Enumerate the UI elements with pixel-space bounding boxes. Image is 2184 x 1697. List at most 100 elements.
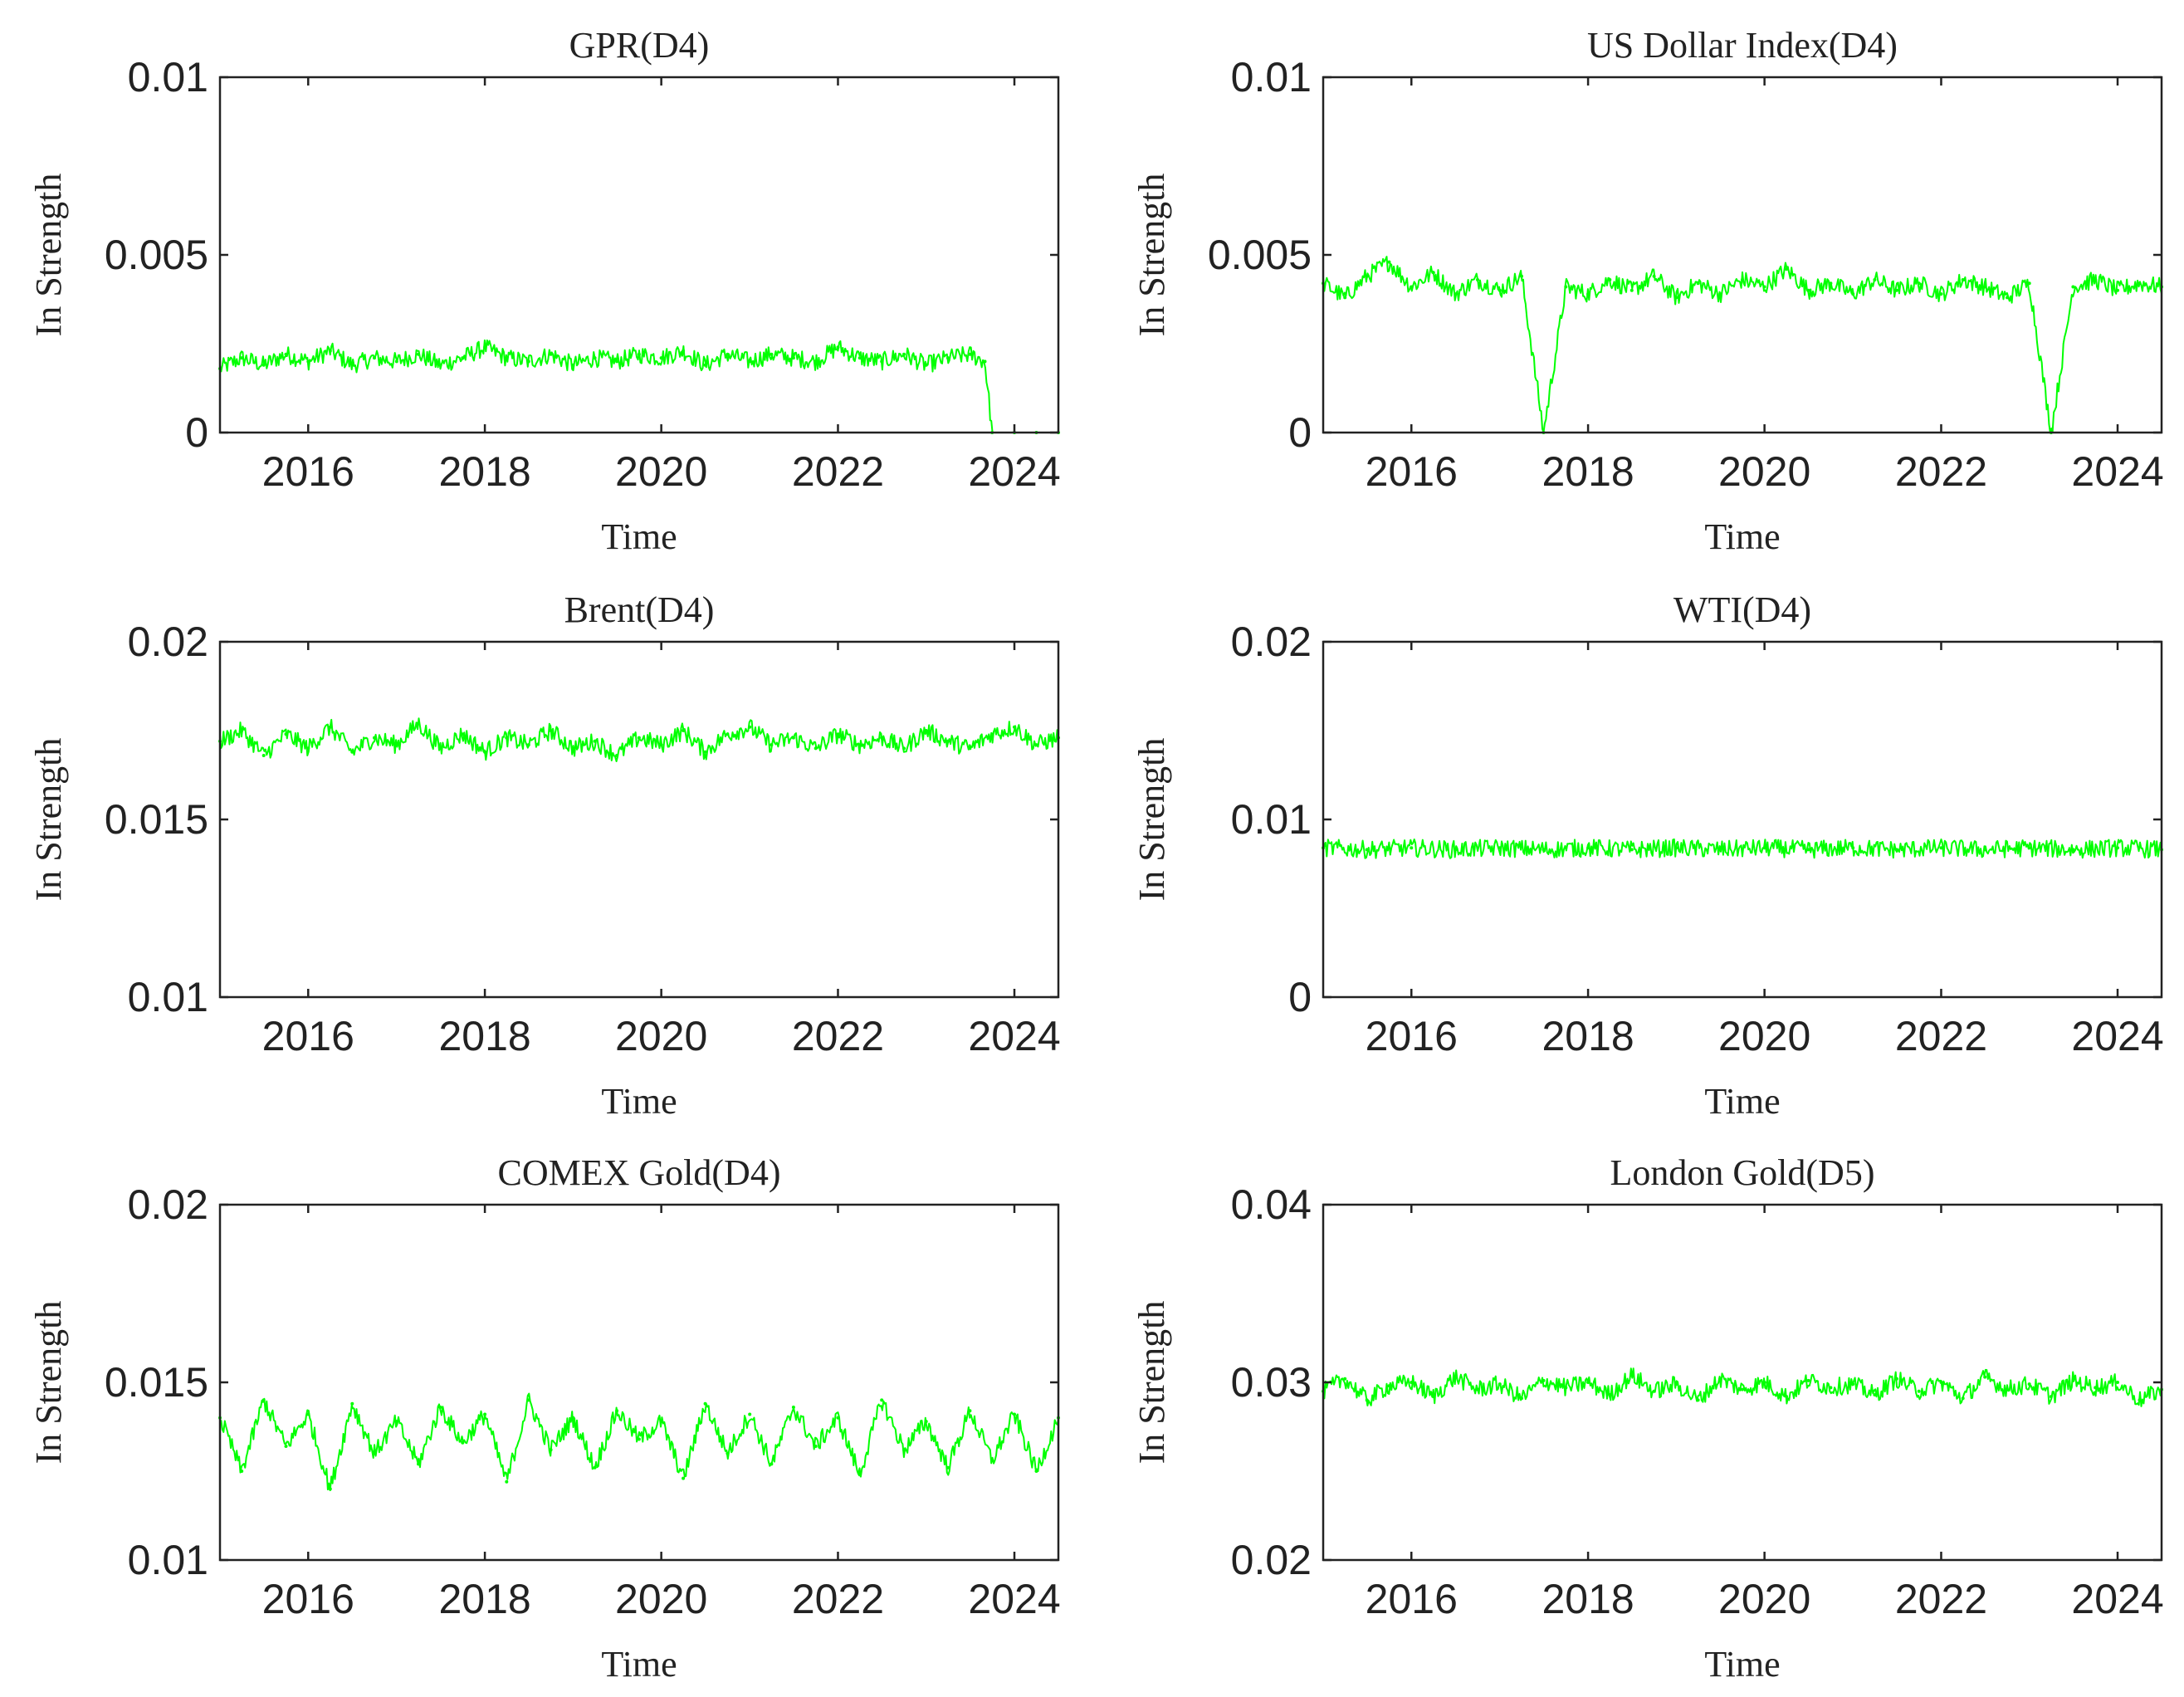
data-point — [1520, 274, 1523, 278]
data-point — [659, 1420, 663, 1424]
y-tick-label: 0.02 — [1231, 1537, 1312, 1583]
data-point — [1542, 1378, 1546, 1382]
data-point — [814, 1445, 818, 1448]
y-tick-label: 0.005 — [1208, 232, 1312, 278]
data-point — [1629, 848, 1634, 852]
x-tick-label: 2016 — [1366, 448, 1458, 495]
series-line — [219, 339, 1058, 433]
x-axis-label: Time — [601, 1644, 677, 1685]
data-point — [373, 356, 376, 360]
data-point — [836, 1416, 840, 1420]
data-point — [328, 1487, 332, 1491]
x-tick-label: 2020 — [615, 448, 707, 495]
data-point — [1939, 1381, 1943, 1384]
y-axis-label: In Strength — [1131, 174, 1172, 337]
data-point — [1785, 267, 1789, 271]
data-point — [284, 1445, 288, 1448]
data-point — [791, 736, 795, 740]
data-point — [2094, 278, 2098, 281]
data-point — [1365, 1398, 1369, 1402]
data-point — [2027, 846, 2031, 850]
data-point — [438, 1406, 442, 1409]
data-point — [791, 356, 795, 360]
data-point — [1387, 260, 1391, 264]
plot-frame — [1322, 76, 2163, 434]
panel-title: London Gold(D5) — [1610, 1152, 1875, 1193]
data-point — [1696, 281, 1700, 286]
x-tick-label: 2024 — [2071, 1576, 2163, 1622]
data-point — [306, 359, 310, 364]
data-point — [1894, 288, 1898, 292]
data-point — [2071, 848, 2075, 852]
data-point — [505, 736, 509, 740]
x-tick-label: 2024 — [968, 1576, 1060, 1622]
data-point — [968, 1409, 972, 1413]
y-tick-label: 0 — [1288, 409, 1312, 456]
x-tick-label: 2016 — [1366, 1576, 1458, 1622]
panel-title: GPR(D4) — [569, 25, 710, 66]
series-line — [1322, 1367, 2162, 1407]
data-point — [571, 1416, 575, 1420]
data-point — [857, 356, 862, 360]
y-tick-label: 0.015 — [105, 1359, 208, 1406]
x-tick-label: 2024 — [2071, 1013, 2163, 1059]
data-point — [1983, 1375, 1987, 1379]
x-tick-label: 2024 — [968, 448, 1060, 495]
data-point — [1806, 1378, 1810, 1382]
plot-frame — [218, 76, 1060, 434]
data-point — [1762, 846, 1766, 850]
data-point — [373, 736, 376, 740]
data-point — [1762, 1381, 1766, 1384]
data-point — [1961, 1396, 1965, 1401]
data-point — [1608, 278, 1612, 281]
data-point — [461, 732, 465, 736]
x-tick-label: 2016 — [262, 1013, 354, 1059]
panel-title: US Dollar Index(D4) — [1587, 25, 1898, 66]
data-point — [726, 352, 730, 356]
x-tick-label: 2018 — [1542, 1013, 1634, 1059]
data-point — [526, 359, 530, 364]
data-point — [615, 359, 619, 364]
panel-5: 2016 2018 2020 2022 2024 0.01 0.015 0.02 COMEX G… — [28, 1152, 1061, 1685]
data-point — [1718, 292, 1722, 296]
data-point — [1718, 1377, 1722, 1381]
data-point — [549, 1448, 553, 1452]
data-point — [968, 746, 972, 751]
y-axis-label: In Strength — [1131, 1301, 1172, 1465]
data-point — [1674, 1382, 1678, 1386]
x-axis-label: Time — [601, 1081, 677, 1122]
x-tick-label: 2016 — [262, 1576, 354, 1622]
x-tick-label: 2018 — [438, 1013, 530, 1059]
data-point — [770, 743, 774, 747]
data-point — [505, 1479, 509, 1484]
data-point — [373, 1451, 376, 1455]
series-line — [219, 717, 1059, 762]
data-point — [1873, 1393, 1877, 1396]
data-point — [1674, 846, 1678, 850]
data-point — [814, 746, 818, 751]
data-point — [1629, 1373, 1634, 1377]
data-point — [1762, 285, 1766, 289]
data-point — [1586, 1381, 1590, 1384]
data-point — [1740, 278, 1744, 281]
data-point — [1740, 1387, 1744, 1391]
data-point — [505, 356, 509, 360]
y-tick-label: 0.03 — [1231, 1359, 1312, 1406]
data-point — [240, 1470, 244, 1473]
data-point — [1343, 296, 1347, 300]
data-point — [682, 729, 686, 732]
x-tick-label: 2022 — [792, 1013, 884, 1059]
data-point — [461, 356, 465, 360]
y-tick-label: 0 — [1288, 974, 1312, 1020]
x-tick-label: 2016 — [1366, 1013, 1458, 1059]
data-point — [394, 743, 398, 747]
data-point — [726, 732, 730, 736]
data-point — [748, 725, 752, 729]
data-point — [615, 1409, 619, 1413]
data-point — [306, 1412, 310, 1416]
data-point — [990, 732, 994, 736]
y-tick-label: 0.01 — [128, 54, 208, 100]
data-point — [483, 1412, 487, 1416]
data-point — [902, 352, 906, 356]
data-point — [1542, 848, 1546, 852]
